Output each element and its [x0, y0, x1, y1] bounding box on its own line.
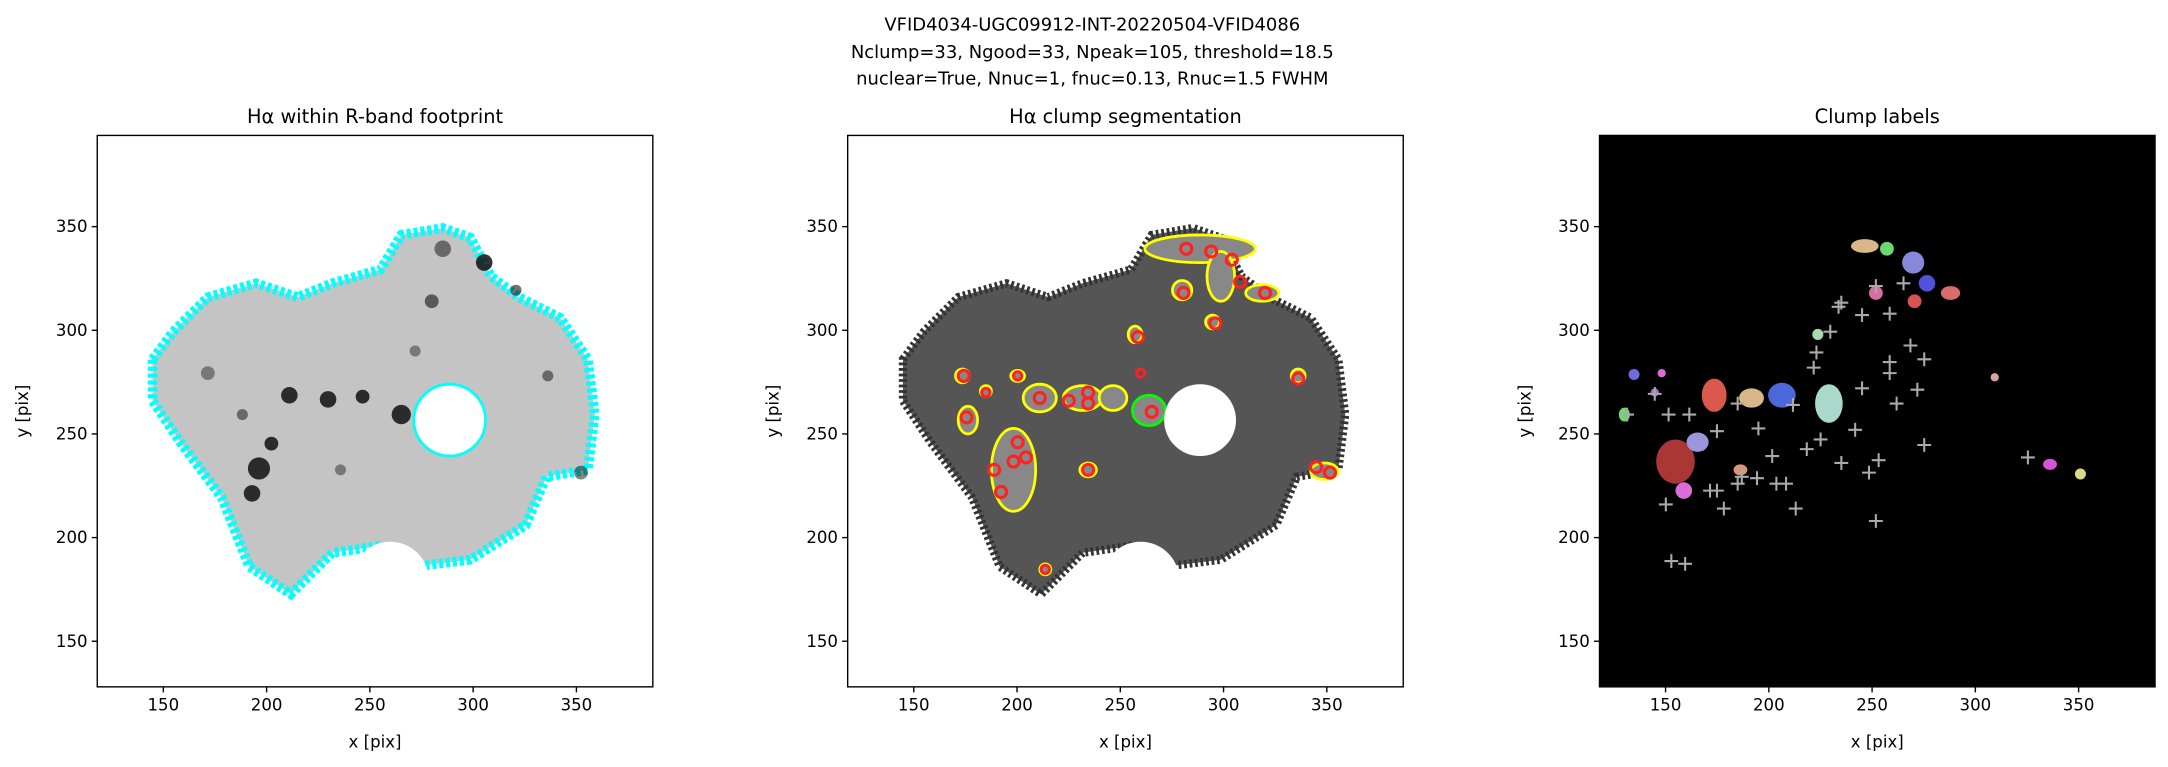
- x-tick-label: 250: [1856, 695, 1888, 714]
- y-tick-label: 300: [56, 321, 88, 340]
- y-tick-label: 200: [1558, 528, 1590, 547]
- axes-title: Hα within R-band footprint: [247, 105, 503, 128]
- axes-frame: [96, 134, 654, 688]
- y-tick-label: 250: [806, 424, 838, 443]
- y-tick-label: 150: [56, 632, 88, 651]
- axes-title: Clump labels: [1815, 105, 1940, 128]
- x-tick-label: 150: [1650, 695, 1682, 714]
- axes-frame: [1598, 134, 2156, 688]
- x-tick-label: 200: [251, 695, 283, 714]
- y-tick-label: 350: [56, 217, 88, 236]
- y-tick-label: 250: [1558, 424, 1590, 443]
- y-tick-label: 150: [1558, 632, 1590, 651]
- y-tick-label: 200: [806, 528, 838, 547]
- x-tick-label: 300: [1960, 695, 1992, 714]
- x-axis-label: x [pix]: [349, 733, 402, 752]
- x-tick-label: 350: [561, 695, 593, 714]
- x-tick-label: 250: [1104, 695, 1136, 714]
- y-tick-label: 150: [806, 632, 838, 651]
- x-tick-label: 350: [1311, 695, 1343, 714]
- x-tick-label: 200: [1753, 695, 1785, 714]
- figure-title: nuclear=True, Nnuc=1, fnuc=0.13, Rnuc=1.…: [856, 68, 1328, 89]
- x-tick-label: 150: [148, 695, 180, 714]
- x-axis-label: x [pix]: [1099, 733, 1152, 752]
- x-tick-label: 300: [457, 695, 489, 714]
- y-axis-label: y [pix]: [764, 385, 783, 438]
- y-axis-label: y [pix]: [13, 385, 32, 438]
- y-tick-label: 350: [806, 217, 838, 236]
- x-tick-label: 200: [1001, 695, 1033, 714]
- y-tick-label: 300: [1558, 321, 1590, 340]
- y-tick-label: 200: [56, 528, 88, 547]
- x-tick-label: 250: [354, 695, 386, 714]
- image: [1599, 135, 2156, 687]
- x-axis-label: x [pix]: [1851, 733, 1904, 752]
- figure-title: Nclump=33, Ngood=33, Npeak=105, threshol…: [851, 42, 1334, 63]
- image: [153, 228, 595, 620]
- x-tick-label: 150: [898, 695, 930, 714]
- figure-title: VFID4034-UGC09912-INT-20220504-VFID4086: [884, 14, 1300, 35]
- x-tick-label: 350: [2063, 695, 2095, 714]
- y-tick-label: 250: [56, 424, 88, 443]
- axes-title: Hα clump segmentation: [1009, 105, 1242, 128]
- y-axis-label: y [pix]: [1515, 385, 1534, 438]
- y-tick-label: 350: [1558, 217, 1590, 236]
- image: [903, 228, 1345, 620]
- y-tick-label: 300: [806, 321, 838, 340]
- axes-frame: [846, 134, 1404, 688]
- x-tick-label: 300: [1208, 695, 1240, 714]
